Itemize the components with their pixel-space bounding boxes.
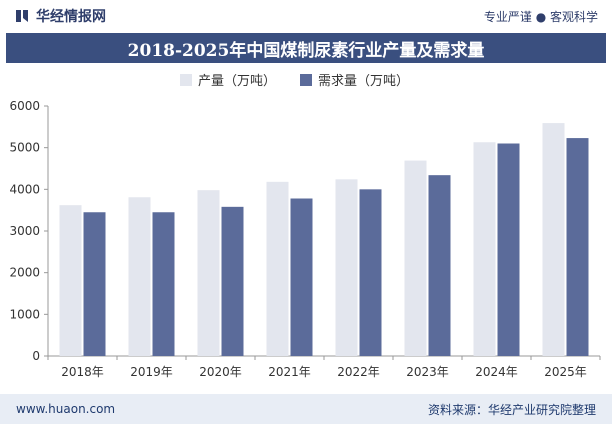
bar-demand bbox=[83, 212, 106, 356]
x-tick-label: 2024年 bbox=[475, 365, 518, 379]
logo-icon bbox=[16, 10, 28, 22]
bar-production bbox=[197, 190, 220, 356]
y-tick-label: 2000 bbox=[9, 266, 40, 280]
legend-swatch bbox=[180, 74, 192, 86]
website-link[interactable]: www.huaon.com bbox=[16, 402, 116, 416]
y-tick-label: 0 bbox=[32, 349, 40, 363]
y-tick-label: 4000 bbox=[9, 182, 40, 196]
x-tick-label: 2019年 bbox=[130, 365, 173, 379]
bar-chart: 0 1000 2000 3000 4000 5000 6000 2018年 2019年 2020年… bbox=[9, 74, 601, 379]
bar-demand bbox=[359, 189, 382, 356]
bar-production bbox=[404, 160, 427, 356]
legend-swatch bbox=[300, 74, 312, 86]
x-tick-label: 2025年 bbox=[544, 365, 587, 379]
footer-bar: www.huaon.com 资料来源：华经产业研究院整理 bbox=[0, 394, 612, 424]
legend-label: 产量（万吨） bbox=[198, 74, 276, 89]
bar-demand bbox=[290, 198, 313, 356]
bar-demand bbox=[497, 143, 520, 356]
bar-production bbox=[266, 181, 289, 356]
bar-demand bbox=[428, 175, 451, 356]
y-tick-label: 6000 bbox=[9, 99, 40, 113]
x-tick-label: 2023年 bbox=[406, 365, 449, 379]
legend-label: 需求量（万吨） bbox=[318, 74, 409, 89]
brand: 华经情报网 bbox=[16, 6, 106, 26]
bar-production bbox=[128, 197, 151, 356]
bar-demand bbox=[152, 212, 175, 356]
source-note: 资料来源：华经产业研究院整理 bbox=[427, 402, 596, 417]
chart-title: 2018-2025年中国煤制尿素行业产量及需求量 bbox=[6, 33, 606, 63]
bar-production bbox=[59, 205, 82, 356]
y-tick-label: 5000 bbox=[9, 141, 40, 155]
bar-demand bbox=[221, 206, 244, 356]
brand-name: 华经情报网 bbox=[36, 9, 106, 25]
tagline: 专业严谨 ● 客观科学 bbox=[483, 9, 598, 24]
bar-production bbox=[542, 123, 565, 356]
header-bar: 华经情报网 专业严谨 ● 客观科学 bbox=[0, 0, 612, 32]
bar-production bbox=[335, 179, 358, 356]
bar-demand bbox=[566, 138, 589, 356]
x-tick-label: 2021年 bbox=[268, 365, 311, 379]
x-tick-label: 2018年 bbox=[61, 365, 104, 379]
y-tick-label: 3000 bbox=[9, 224, 40, 238]
x-tick-label: 2020年 bbox=[199, 365, 242, 379]
bar-production bbox=[473, 142, 496, 356]
x-tick-label: 2022年 bbox=[337, 365, 380, 379]
y-tick-label: 1000 bbox=[9, 307, 40, 321]
